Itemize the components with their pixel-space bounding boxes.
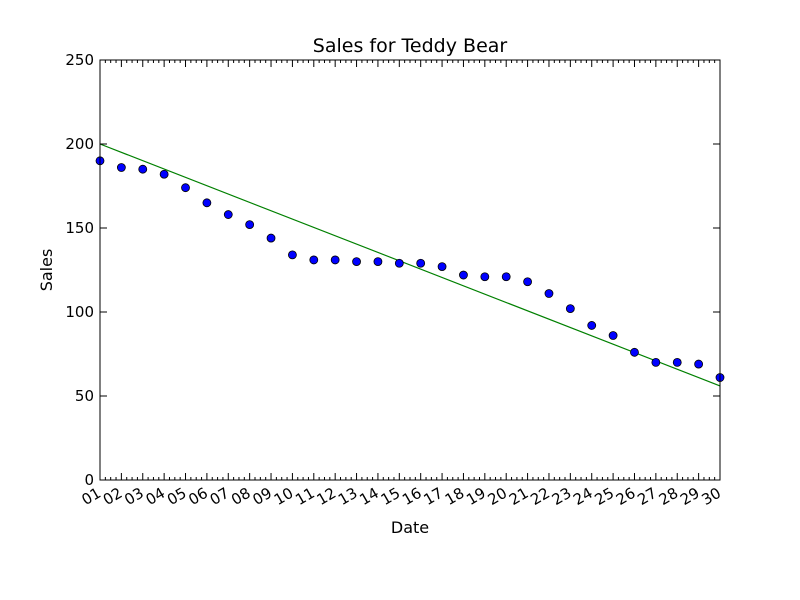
data-point — [672, 357, 682, 367]
chart-title: Sales for Teddy Bear — [313, 35, 508, 57]
data-point — [330, 255, 340, 265]
y-tick-label: 50 — [75, 387, 94, 405]
points-layer — [95, 156, 725, 382]
data-point — [630, 347, 639, 357]
y-axis-label: Sales — [37, 249, 56, 292]
data-point — [651, 357, 661, 367]
y-tick-label: 150 — [65, 219, 94, 237]
data-point — [223, 210, 233, 219]
trendline-layer — [99, 143, 721, 387]
data-point — [394, 258, 404, 268]
data-point — [202, 198, 212, 208]
y-tick-labels: 0 50 100 150 200 250 — [65, 51, 94, 489]
x-axis-label: Date — [391, 518, 429, 537]
data-point — [245, 220, 255, 230]
data-point — [309, 255, 319, 265]
plot-frame — [99, 59, 721, 481]
y-tick-label: 200 — [65, 135, 94, 153]
data-point — [608, 331, 618, 340]
data-point — [459, 270, 468, 280]
data-point — [116, 163, 126, 172]
data-point — [694, 359, 704, 369]
plot-area — [95, 59, 725, 481]
data-point — [373, 257, 383, 267]
data-point — [416, 258, 426, 268]
plot-background — [100, 60, 720, 480]
data-point — [138, 164, 148, 174]
data-point — [544, 289, 554, 298]
y-tick-label: 250 — [65, 51, 94, 69]
data-point — [501, 272, 511, 282]
data-point — [565, 304, 575, 314]
y-tick-label: 100 — [65, 303, 94, 321]
data-point — [523, 277, 532, 287]
data-point — [437, 262, 447, 272]
trendline — [99, 143, 721, 387]
data-point — [181, 183, 190, 193]
data-point — [159, 169, 169, 179]
y-tick-label: 0 — [84, 471, 94, 489]
data-point — [266, 233, 276, 243]
data-point — [480, 272, 490, 282]
data-point — [587, 321, 597, 330]
data-point — [288, 250, 297, 260]
data-point — [352, 257, 361, 267]
